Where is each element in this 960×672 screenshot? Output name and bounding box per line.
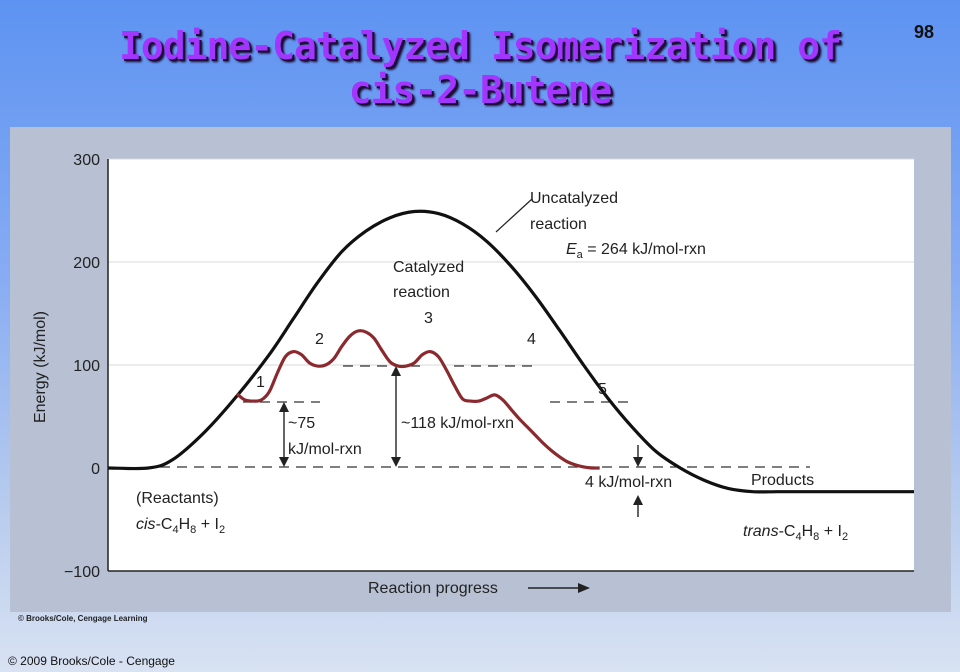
title-line-2: cis-2-Butene xyxy=(348,68,613,112)
gap-75-label-1: ~75 xyxy=(288,415,315,432)
y-tick-labels: 300 200 100 0 −100 xyxy=(64,152,100,581)
uncatalyzed-label-2: reaction xyxy=(530,216,587,233)
products-label: Products xyxy=(751,472,814,489)
gap-4-arrowhead-up xyxy=(633,495,643,505)
catalyzed-label-2: reaction xyxy=(393,284,450,301)
uncatalyzed-label-1: Uncatalyzed xyxy=(530,190,618,207)
gap-4-label: 4 kJ/mol-rxn xyxy=(585,474,672,491)
reactants-formula: cis-C4H8 + I2 xyxy=(136,516,225,536)
figure-credit: © Brooks/Cole, Cengage Learning xyxy=(18,614,148,623)
gap-75-arrowhead-up xyxy=(279,402,289,412)
peak-label-5: 5 xyxy=(598,381,607,398)
reactants-label: (Reactants) xyxy=(136,490,219,507)
reference-lines xyxy=(160,365,810,468)
y-axis-label: Energy (kJ/mol) xyxy=(32,311,49,423)
gap-4-arrowhead-down xyxy=(633,457,643,467)
ea-label: Ea = 264 kJ/mol-rxn xyxy=(566,241,706,261)
catalyzed-curve xyxy=(235,329,600,470)
slide-number: 98 xyxy=(913,22,934,42)
gap-118-arrowhead-up xyxy=(391,366,401,376)
energy-diagram-chart: 300 200 100 0 −100 Energy (kJ/mol) React… xyxy=(32,152,914,597)
progress-arrow-head xyxy=(578,583,590,593)
y-tick-label: 100 xyxy=(73,358,100,375)
products-formula: trans-C4H8 + I2 xyxy=(743,523,848,543)
peak-label-4: 4 xyxy=(527,331,536,348)
energy-gap-arrows xyxy=(279,366,643,517)
y-tick-label: 300 xyxy=(73,152,100,169)
gap-118-label: ~118 kJ/mol-rxn xyxy=(401,415,514,432)
catalyzed-label-1: Catalyzed xyxy=(393,259,464,276)
grid-lines xyxy=(108,158,914,366)
uncatalyzed-curve xyxy=(107,209,914,494)
y-tick-label: 0 xyxy=(91,461,100,478)
peak-label-1: 1 xyxy=(256,374,265,391)
gap-75-arrowhead-down xyxy=(279,457,289,467)
uncatalyzed-leader-line xyxy=(495,198,533,233)
peak-label-3: 3 xyxy=(424,310,433,327)
y-tick-label: 200 xyxy=(73,255,100,272)
gap-75-label-2: kJ/mol-rxn xyxy=(288,441,362,458)
peak-label-2: 2 xyxy=(315,331,324,348)
page-title: Iodine-Catalyzed Isomerization of cis-2-… xyxy=(0,24,960,112)
footer-copyright: © 2009 Brooks/Cole - Cengage xyxy=(8,654,175,668)
y-tick-label: −100 xyxy=(64,564,100,581)
title-line-1: Iodine-Catalyzed Isomerization of xyxy=(119,24,842,68)
x-axis-label: Reaction progress xyxy=(368,580,498,597)
figure-panel: 300 200 100 0 −100 Energy (kJ/mol) React… xyxy=(10,127,951,612)
gap-118-arrowhead-down xyxy=(391,457,401,467)
